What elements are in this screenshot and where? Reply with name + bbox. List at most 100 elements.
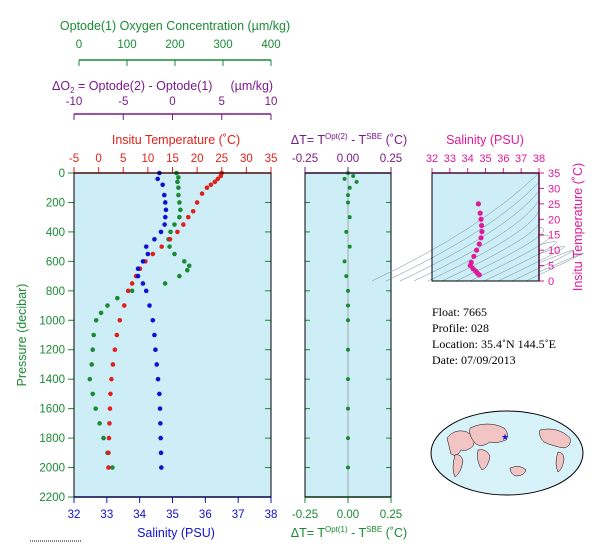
oxygen-point [162, 281, 168, 286]
oxygen-point [168, 229, 173, 235]
oxygen-tick-label: 300 [213, 39, 232, 51]
pressure-tick-label: 1000 [39, 315, 65, 327]
temperature-point [110, 362, 116, 367]
ts-point [471, 253, 477, 259]
dt-point [346, 193, 350, 198]
ts-density-contour [413, 199, 540, 282]
salinity-point [155, 176, 161, 182]
ts-point [478, 222, 485, 229]
pressure-tick-label: 200 [46, 197, 65, 209]
ts-point [478, 235, 484, 241]
oxygen-point [175, 179, 180, 185]
salinity-tick-label: 33 [100, 509, 113, 521]
info-profile: Profile: 028 [432, 321, 489, 335]
pressure-tick-label: 400 [46, 227, 65, 239]
dt-bottom-tick-label: 0.00 [337, 509, 359, 521]
ts-salinity-tick-label: 35 [479, 153, 491, 165]
temperature-axis-title: Insitu Temperature (˚C) [112, 133, 240, 147]
oxygen-point [186, 263, 192, 269]
temperature-point [109, 376, 114, 382]
oxygen-point [90, 347, 96, 353]
temperature-point [107, 406, 113, 411]
temperature-point [114, 332, 120, 338]
temperature-tick-label: -5 [69, 153, 79, 165]
ts-salinity-tick-label: 37 [515, 153, 527, 165]
oxygen-point [172, 222, 177, 227]
ts-panel-frame [431, 172, 540, 282]
salinity-point [140, 259, 146, 264]
info-date: Date: 07/09/2013 [432, 353, 516, 367]
oxygen-tick-label: 200 [165, 39, 184, 51]
ts-salinity-tick-label: 32 [426, 153, 438, 165]
ts-point [476, 272, 482, 278]
temperature-point [106, 435, 112, 441]
salinity-tick-label: 34 [133, 509, 146, 521]
salinity-point [153, 347, 158, 353]
oxygen-point [105, 303, 110, 308]
ts-temp-tick-label: 20 [548, 214, 560, 226]
oxygen-point [89, 362, 95, 367]
salinity-point [143, 244, 149, 249]
ts-density-contour [385, 181, 540, 282]
temperature-point [185, 214, 191, 220]
map-land-north-america [539, 428, 571, 449]
temperature-point [112, 347, 118, 353]
dt-point [342, 259, 347, 264]
world-map: ★ [430, 410, 584, 496]
oxygen-point [87, 376, 93, 382]
salinity-point [158, 229, 164, 235]
temperature-tick-label: 10 [141, 153, 154, 165]
temperature-point [175, 229, 180, 235]
ts-temp-tick-label: 35 [548, 168, 560, 180]
dt-point [347, 185, 352, 190]
dt-top-title: ΔT= TOpt(2) - TSBE (˚C) [291, 132, 407, 147]
map-land-south-america [452, 454, 464, 478]
ts-temperature-label: Insitu Temperature (˚C) [571, 163, 585, 291]
salinity-point [162, 222, 167, 227]
temperature-point [106, 450, 111, 456]
ts-density-contour [483, 241, 557, 282]
temperature-point [106, 465, 111, 470]
salinity-point [158, 450, 164, 456]
dt-panel-frame [304, 172, 392, 498]
dt-point [346, 465, 350, 470]
salinity-point [157, 391, 162, 397]
temperature-tick-label: 15 [166, 153, 179, 165]
oxygen-point [172, 251, 177, 257]
map-land-eurasia [469, 423, 508, 446]
oxygen-axis: Optode(1) Oxygen Concentration (µm/kg) 0… [60, 19, 290, 66]
temperature-point [125, 288, 131, 294]
salinity-point [135, 266, 141, 272]
oxygen-point [182, 259, 187, 264]
temperature-point [218, 173, 224, 179]
temperature-point [150, 251, 156, 257]
temperature-point [212, 179, 218, 185]
oxygen-point [176, 175, 181, 180]
pressure-axis-title: Pressure (decibar) [15, 284, 29, 387]
ts-salinity-tick-label: 34 [462, 153, 474, 165]
ts-density-contour [441, 217, 541, 282]
ts-point [475, 201, 481, 207]
oxygen-point [184, 267, 190, 273]
oxygen-point [176, 185, 181, 191]
ts-point [478, 216, 484, 222]
salinity-tick-label: 37 [232, 509, 245, 521]
temperature-point [208, 182, 214, 188]
dt-point [346, 347, 350, 352]
pressure-tick-label: 1600 [39, 404, 65, 416]
salinity-point [140, 281, 146, 286]
float-location-marker: ★ [501, 432, 509, 442]
ts-salinity-tick-label: 36 [497, 153, 509, 165]
salinity-point [152, 236, 157, 242]
ts-title: Salinity (PSU) [446, 133, 524, 147]
temperature-point [204, 185, 210, 191]
salinity-point [158, 421, 163, 426]
doxygen-tick-label: -5 [118, 96, 128, 108]
ts-salinity-tick-label: 38 [533, 153, 545, 165]
dt-point [342, 176, 347, 181]
ts-salinity-tick-label: 33 [444, 153, 456, 165]
ts-panel-bg [432, 173, 539, 281]
doxygen-tick-label: 0 [169, 96, 175, 108]
oxygen-point [93, 317, 99, 323]
main-panel-bg [74, 173, 271, 497]
